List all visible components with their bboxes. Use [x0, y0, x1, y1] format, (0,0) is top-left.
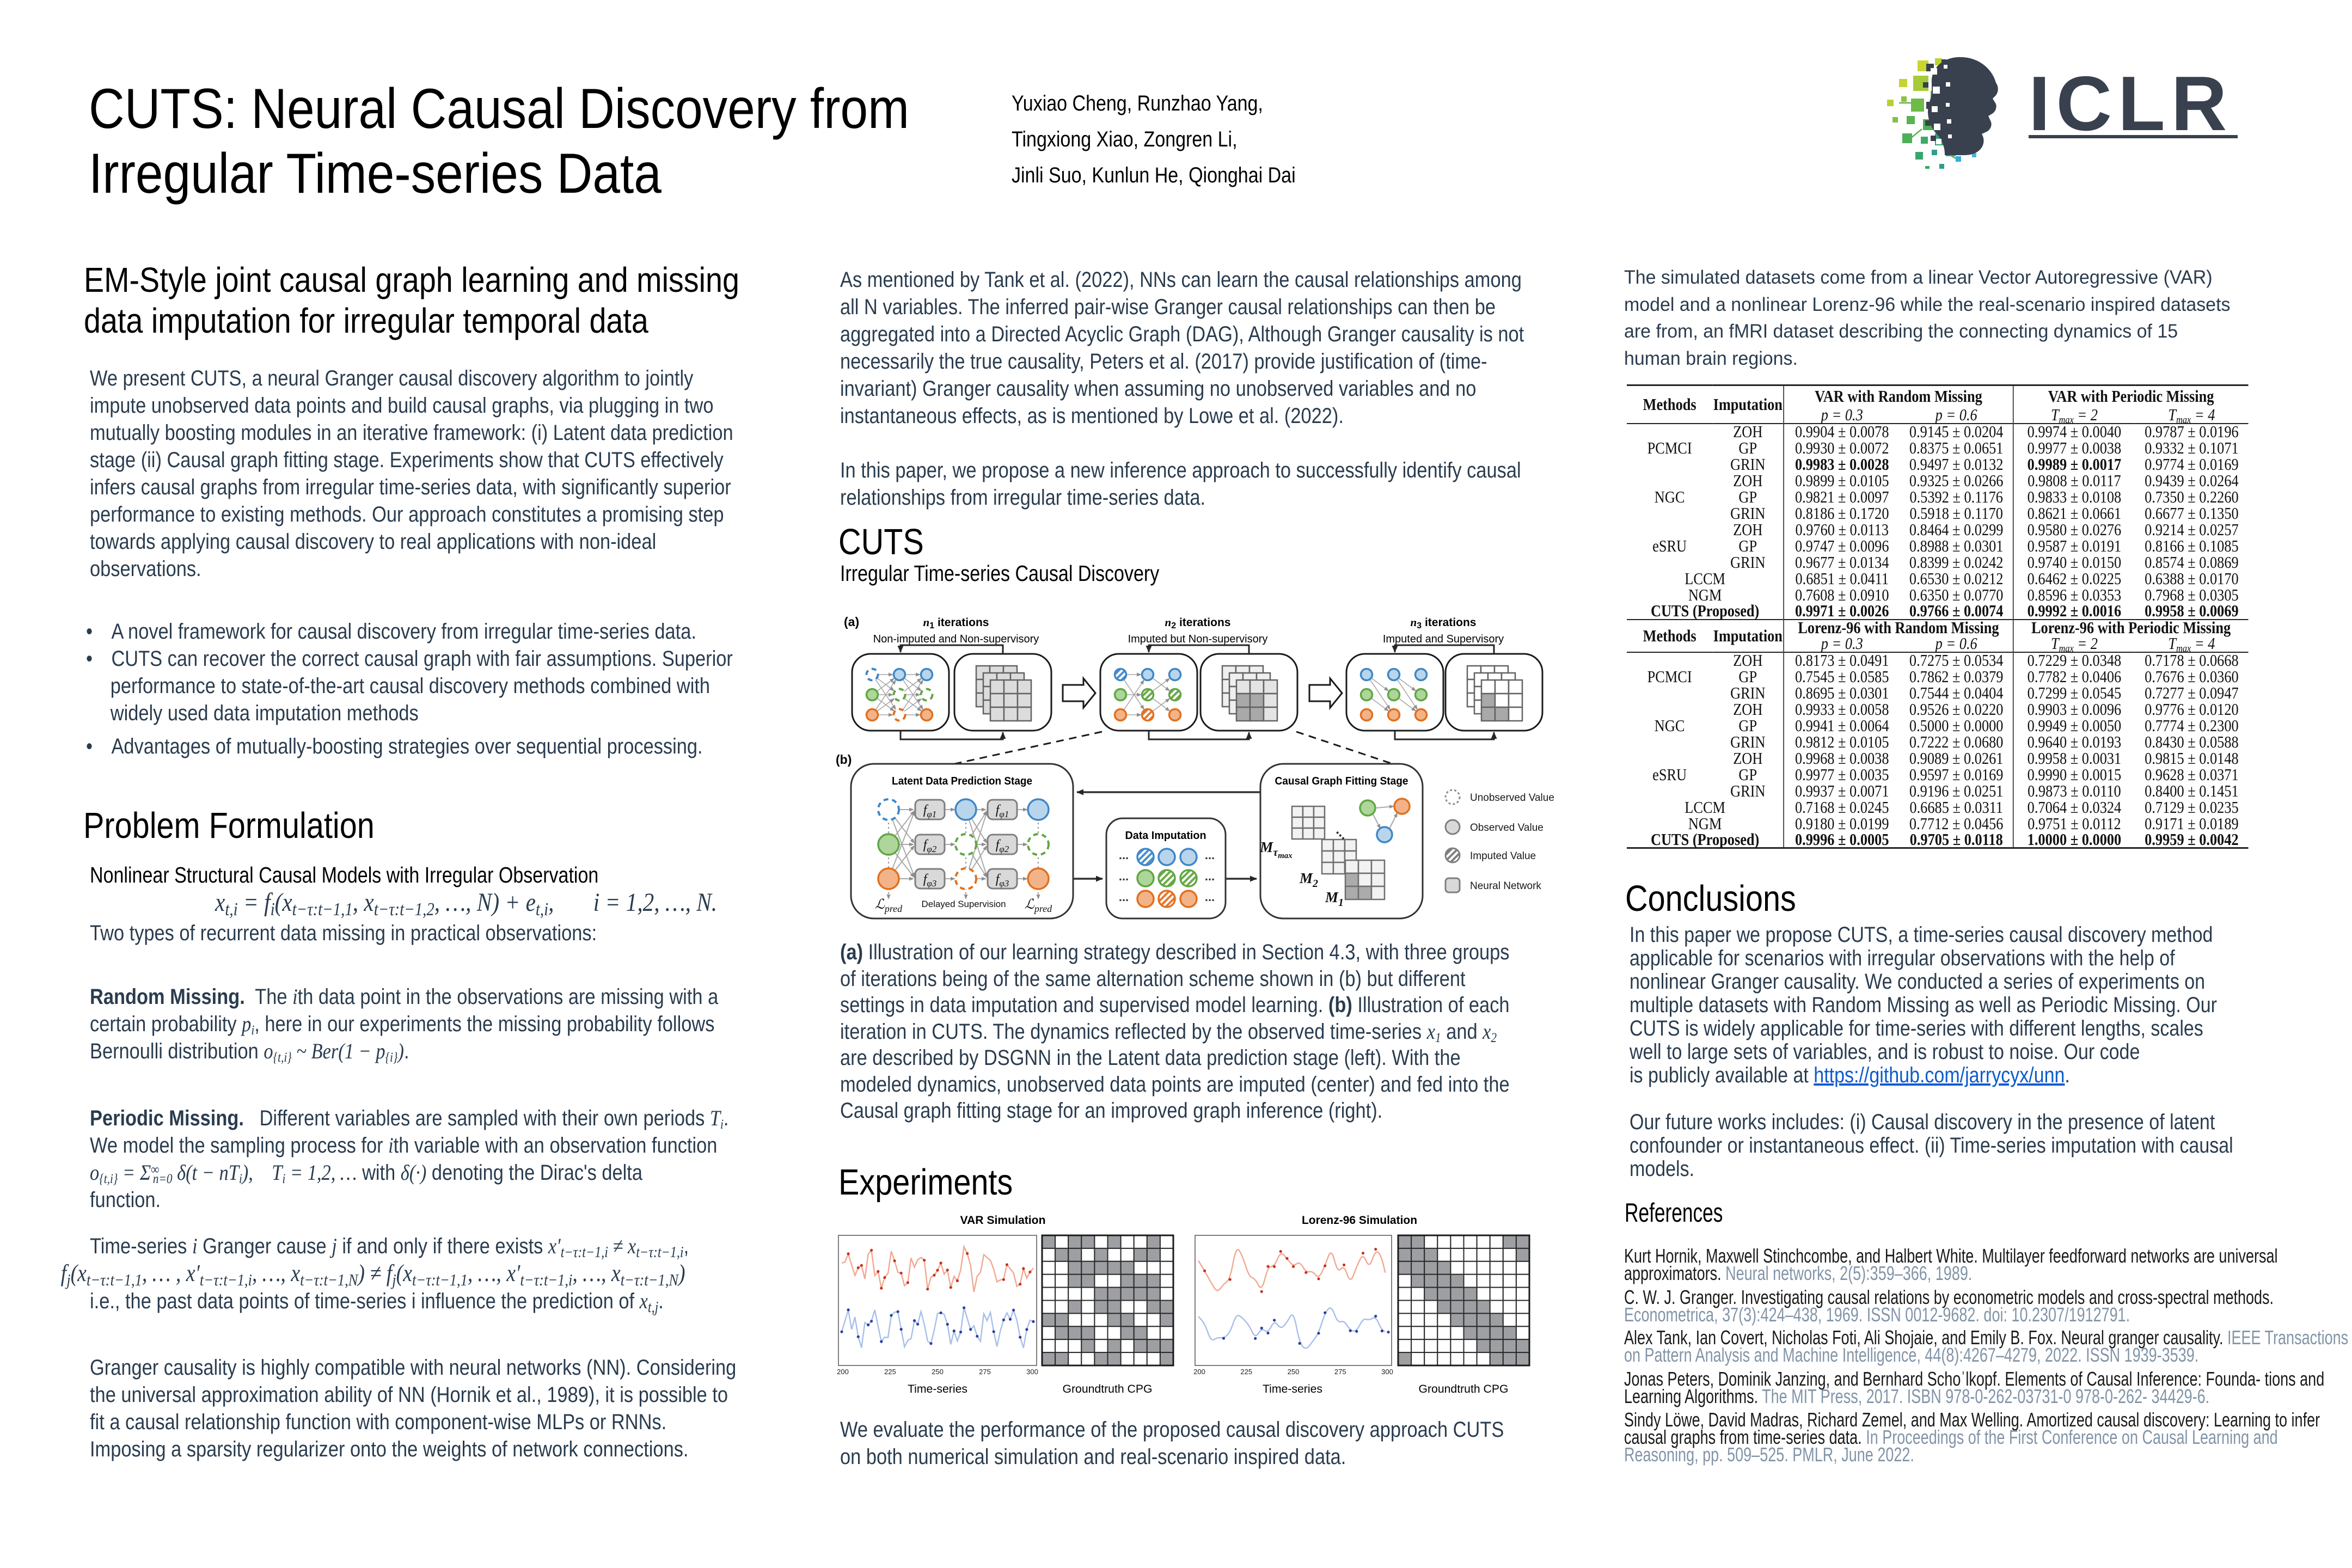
svg-text:...: ... — [1119, 869, 1129, 883]
svg-text:300: 300 — [1381, 1368, 1393, 1376]
svg-text:fφ3: fφ3 — [996, 872, 1009, 889]
svg-text:Lorenz-96 Simulation: Lorenz-96 Simulation — [1302, 1214, 1417, 1227]
svg-text:VAR Simulation: VAR Simulation — [960, 1214, 1046, 1227]
svg-text:Groundtruth CPG: Groundtruth CPG — [1063, 1383, 1153, 1395]
svg-text:(b): (b) — [836, 752, 852, 767]
svg-text:275: 275 — [1334, 1368, 1346, 1376]
svg-text:...: ... — [1205, 869, 1215, 883]
svg-text:Neural Network: Neural Network — [1470, 880, 1541, 892]
svg-text:n2 iterations: n2 iterations — [1165, 616, 1231, 630]
svg-text:Observed Value: Observed Value — [1470, 822, 1543, 834]
svg-text:(a): (a) — [844, 615, 859, 629]
svg-text:Time-series: Time-series — [908, 1383, 967, 1395]
svg-text:225: 225 — [884, 1368, 896, 1376]
svg-text:225: 225 — [1240, 1368, 1252, 1376]
svg-text:Imputed and Supervisory: Imputed and Supervisory — [1383, 633, 1504, 645]
svg-text:250: 250 — [932, 1368, 944, 1376]
svg-text:n1 iterations: n1 iterations — [923, 616, 989, 630]
svg-text:ICLR: ICLR — [2029, 60, 2233, 147]
svg-text:Unobserved Value: Unobserved Value — [1470, 792, 1554, 804]
svg-text:Delayed Supervision: Delayed Supervision — [922, 899, 1006, 909]
svg-text:Time-series: Time-series — [1263, 1383, 1322, 1395]
svg-text:300: 300 — [1026, 1368, 1038, 1376]
svg-text:Data Imputation: Data Imputation — [1125, 830, 1206, 842]
svg-text:250: 250 — [1288, 1368, 1300, 1376]
svg-text:...: ... — [1205, 848, 1215, 862]
svg-text:Non-imputed and Non-supervisor: Non-imputed and Non-supervisory — [873, 633, 1039, 645]
svg-text:...: ... — [1205, 890, 1215, 904]
svg-text:275: 275 — [979, 1368, 991, 1376]
svg-text:200: 200 — [837, 1368, 849, 1376]
svg-text:Groundtruth CPG: Groundtruth CPG — [1419, 1383, 1509, 1395]
svg-text:Imputed but Non-supervisory: Imputed but Non-supervisory — [1128, 633, 1268, 645]
svg-text:Imputed Value: Imputed Value — [1470, 850, 1536, 862]
svg-text:200: 200 — [1193, 1368, 1205, 1376]
svg-text:Latent Data Prediction Stage: Latent Data Prediction Stage — [892, 775, 1032, 787]
svg-text:...: ... — [1119, 848, 1129, 862]
svg-text:Causal Graph Fitting Stage: Causal Graph Fitting Stage — [1275, 775, 1408, 787]
svg-text:...: ... — [1119, 890, 1129, 904]
svg-text:n3 iterations: n3 iterations — [1411, 616, 1477, 630]
